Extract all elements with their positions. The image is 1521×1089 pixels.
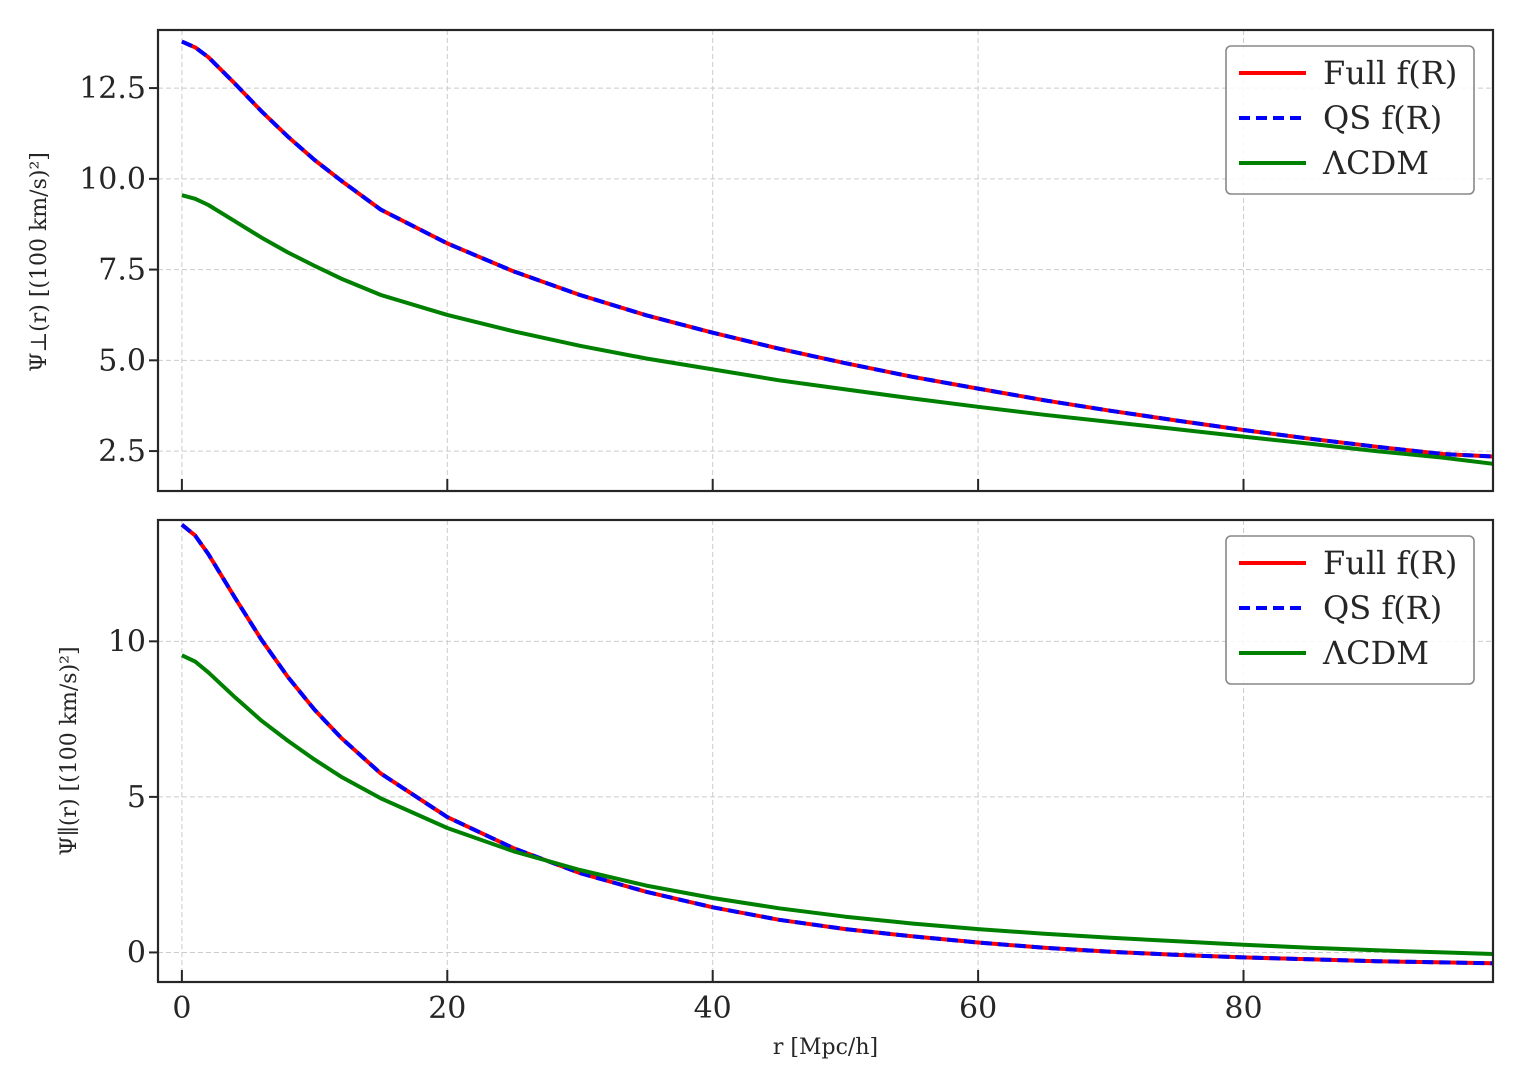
legend-box — [1225, 45, 1475, 195]
y-tick-label: 10 — [108, 624, 146, 659]
top-panel: 2.5 5.0 7.5 10.0 12.5 Ψ⊥(r) [(100 km/s)²] Full… — [27, 28, 1495, 493]
legend-label: QS f(R) — [1323, 589, 1442, 627]
axes-frame — [156, 518, 1495, 984]
axes-frame — [156, 28, 1495, 493]
x-tick-label: 60 — [959, 991, 997, 1026]
legend-label: ΛCDM — [1322, 144, 1429, 182]
legend: Full f(R) QS f(R) ΛCDM — [1225, 45, 1475, 195]
y-tick-label: 0 — [127, 935, 146, 970]
legend-label: ΛCDM — [1322, 634, 1429, 672]
y-tick-label: 7.5 — [98, 253, 146, 288]
series-line-qs-f-r — [180, 523, 1494, 966]
x-tick-label: 20 — [428, 991, 466, 1026]
legend-label: Full f(R) — [1323, 544, 1457, 582]
y-axis-label: Ψ⊥(r) [(100 km/s)²] — [27, 152, 52, 372]
y-tick-label: 12.5 — [79, 71, 146, 106]
x-tick-label: 0 — [172, 991, 191, 1026]
y-axis-label: Ψ∥(r) [(100 km/s)²] — [57, 646, 82, 855]
x-tick-label: 80 — [1224, 991, 1262, 1026]
series-line-qs-f-r — [181, 39, 1494, 459]
legend: Full f(R) QS f(R) ΛCDM — [1225, 535, 1475, 685]
y-tick-label: 5.0 — [98, 343, 146, 378]
series-line-cdm — [181, 193, 1494, 466]
y-tick-label: 2.5 — [98, 434, 146, 469]
y-tick-label: 5 — [127, 780, 146, 815]
legend-label: Full f(R) — [1323, 54, 1457, 92]
y-tick-label: 10.0 — [79, 162, 146, 197]
x-axis-label: r [Mpc/h] — [773, 1035, 878, 1060]
bottom-panel: 0 20 40 60 80 0 5 10 Ψ∥(r) [(100 km/s)²] r [Mpc/h… — [57, 518, 1495, 1060]
legend-box — [1225, 535, 1475, 685]
legend-label: QS f(R) — [1323, 99, 1442, 137]
series-line-cdm — [181, 653, 1494, 956]
x-tick-label: 40 — [694, 991, 732, 1026]
